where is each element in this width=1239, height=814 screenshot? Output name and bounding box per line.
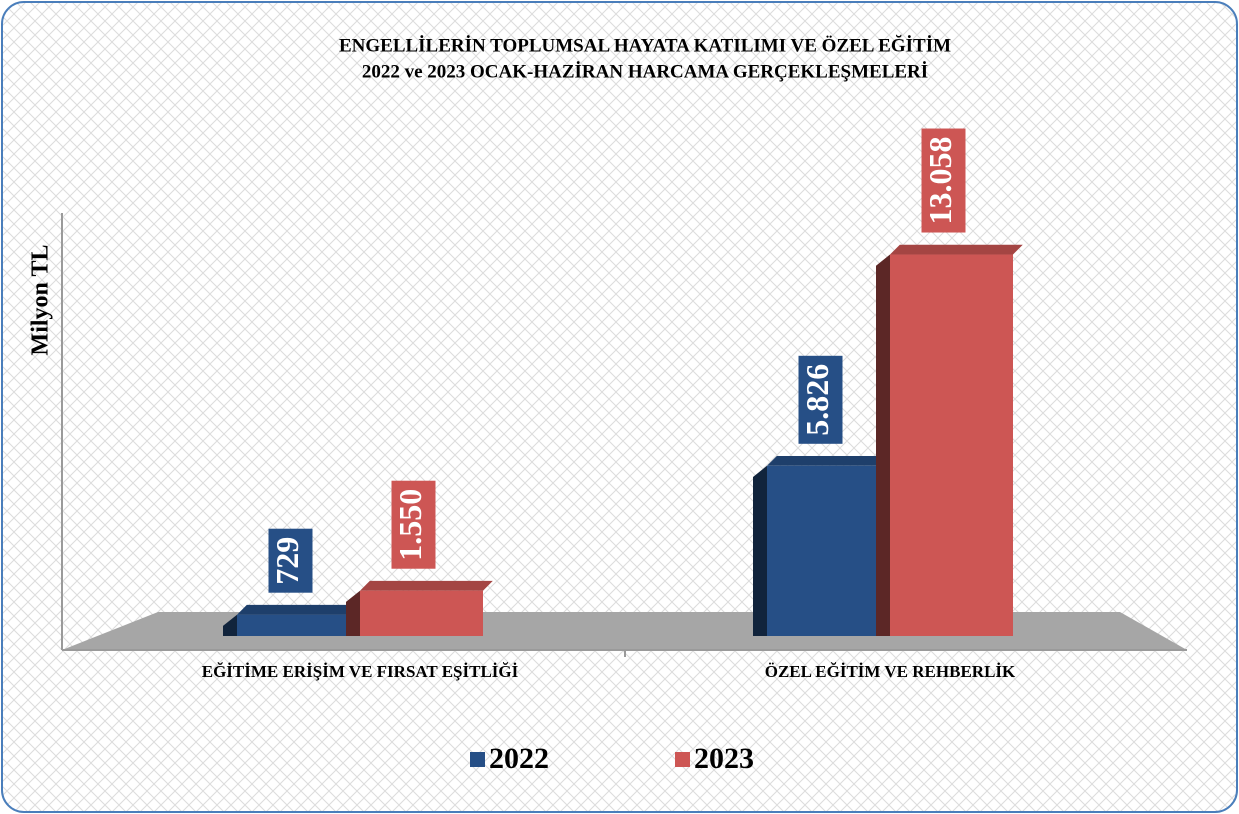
bar-front <box>360 590 483 636</box>
y-axis-label: Milyon TL <box>28 245 54 356</box>
bar-top <box>890 244 1023 255</box>
chart-subtitle: 2022 ve 2023 OCAK-HAZİRAN HARCAMA GERÇEK… <box>362 61 928 82</box>
legend-label: 2022 <box>489 742 549 775</box>
bar-front <box>890 254 1013 637</box>
x-tick-label: EĞİTİME ERİŞİM VE FIRSAT EŞİTLİĞİ <box>202 662 519 681</box>
bar-side <box>346 590 360 636</box>
value-label: 1.550 <box>392 489 428 561</box>
legend-swatch <box>470 752 485 767</box>
value-label: 729 <box>269 537 305 585</box>
legend-label: 2023 <box>694 742 754 775</box>
bar-top <box>237 604 370 615</box>
bar-side <box>223 614 237 636</box>
x-tick-label: ÖZEL EĞİTİM VE REHBERLİK <box>765 662 1016 681</box>
value-label: 5.826 <box>799 364 835 436</box>
bar-front <box>767 465 890 636</box>
bar <box>753 455 900 636</box>
bar-side <box>753 465 767 636</box>
bar-top <box>360 580 493 591</box>
bar-front <box>237 614 360 636</box>
value-label-box <box>268 528 313 593</box>
bar-top <box>767 455 900 466</box>
value-label: 13.058 <box>922 137 958 225</box>
chart-title: ENGELLİLERİN TOPLUMSAL HAYATA KATILIMI V… <box>339 34 951 56</box>
bar <box>876 244 1023 637</box>
value-label-box <box>798 355 843 444</box>
legend-swatch <box>675 752 690 767</box>
bar-side <box>876 254 890 637</box>
value-label-box <box>921 128 966 233</box>
value-label-box <box>391 480 436 569</box>
bar <box>223 604 370 636</box>
bar <box>346 580 493 636</box>
